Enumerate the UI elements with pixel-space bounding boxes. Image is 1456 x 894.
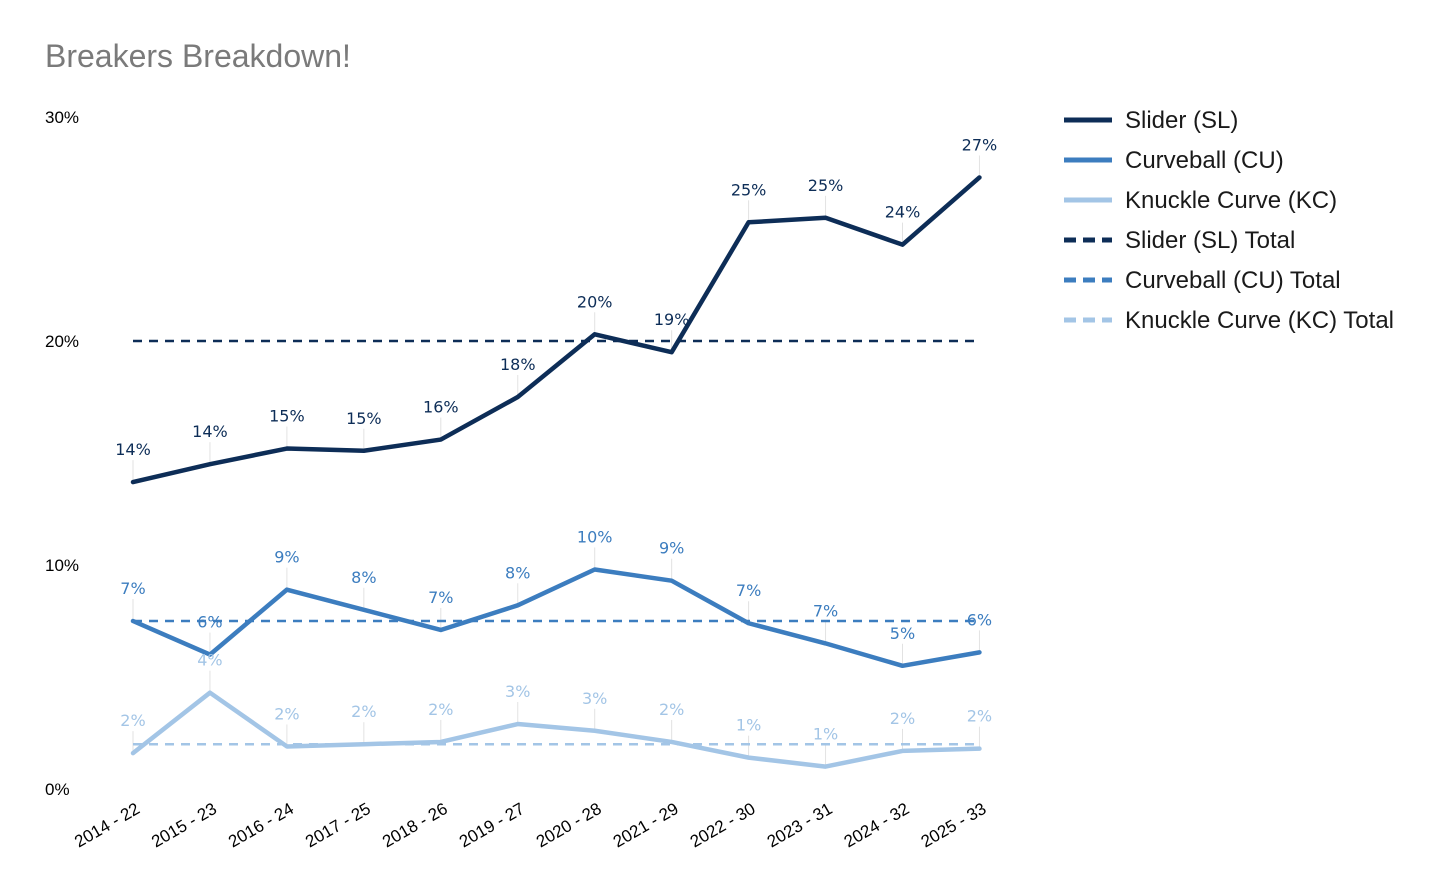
data-label: 1% xyxy=(736,716,761,735)
data-label: 7% xyxy=(736,581,761,600)
data-label: 6% xyxy=(197,613,222,632)
x-tick-label: 2023 - 31 xyxy=(764,799,836,851)
x-tick-label: 2017 - 25 xyxy=(302,799,374,851)
data-label: 7% xyxy=(120,579,145,598)
data-label: 14% xyxy=(192,422,228,441)
data-label: 15% xyxy=(346,409,382,428)
x-tick-label: 2014 - 22 xyxy=(71,799,143,851)
x-tick-label: 2024 - 32 xyxy=(841,799,913,851)
data-label: 20% xyxy=(577,292,613,311)
data-label: 3% xyxy=(505,682,530,701)
data-label: 24% xyxy=(885,203,921,222)
data-label: 9% xyxy=(274,548,299,567)
y-tick-label: 10% xyxy=(45,556,79,575)
legend-label-knuckle-curve-kc-total: Knuckle Curve (KC) Total xyxy=(1125,307,1394,334)
series-line-slider-sl xyxy=(130,175,982,485)
data-label: 18% xyxy=(500,355,536,374)
data-label: 27% xyxy=(962,135,998,154)
data-label: 19% xyxy=(654,310,690,329)
x-tick-label: 2020 - 28 xyxy=(533,799,605,851)
data-label: 2% xyxy=(351,702,376,721)
data-label: 6% xyxy=(967,610,992,629)
chart-title: Breakers Breakdown! xyxy=(45,38,351,74)
data-label: 15% xyxy=(269,407,305,426)
x-tick-label: 2021 - 29 xyxy=(610,799,682,851)
data-label: 2% xyxy=(120,711,145,730)
y-tick-label: 0% xyxy=(45,780,70,799)
x-tick-label: 2016 - 24 xyxy=(225,799,297,851)
y-tick-label: 20% xyxy=(45,332,79,351)
data-label: 5% xyxy=(890,624,915,643)
x-tick-label: 2015 - 23 xyxy=(148,799,220,851)
x-tick-label: 2018 - 26 xyxy=(379,799,451,851)
data-label: 8% xyxy=(351,568,376,587)
series-line-curveball-cu xyxy=(130,567,982,669)
legend-label-knuckle-curve-kc: Knuckle Curve (KC) xyxy=(1125,187,1337,214)
data-label: 16% xyxy=(423,398,459,417)
data-label: 7% xyxy=(813,601,838,620)
legend-label-slider-sl: Slider (SL) xyxy=(1125,107,1238,134)
data-label: 2% xyxy=(274,704,299,723)
x-tick-label: 2025 - 33 xyxy=(918,799,990,851)
data-label: 10% xyxy=(577,527,613,546)
data-label: 2% xyxy=(967,707,992,726)
legend-label-curveball-cu-total: Curveball (CU) Total xyxy=(1125,267,1341,294)
data-label: 25% xyxy=(731,180,767,199)
data-label: 7% xyxy=(428,588,453,607)
data-label: 25% xyxy=(808,176,844,195)
data-label: 14% xyxy=(115,440,151,459)
data-label: 2% xyxy=(659,700,684,719)
data-label: 4% xyxy=(197,651,222,670)
x-tick-label: 2019 - 27 xyxy=(456,799,528,851)
x-tick-label: 2022 - 30 xyxy=(687,799,759,851)
data-label: 3% xyxy=(582,689,607,708)
data-label: 9% xyxy=(659,539,684,558)
legend-label-curveball-cu: Curveball (CU) xyxy=(1125,147,1284,174)
data-label: 1% xyxy=(813,725,838,744)
data-label: 8% xyxy=(505,563,530,582)
data-label: 2% xyxy=(428,700,453,719)
legend-label-slider-sl-total: Slider (SL) Total xyxy=(1125,227,1295,254)
series-line-knuckle-curve-kc xyxy=(130,690,982,769)
y-tick-label: 30% xyxy=(45,108,79,127)
data-label: 2% xyxy=(890,709,915,728)
